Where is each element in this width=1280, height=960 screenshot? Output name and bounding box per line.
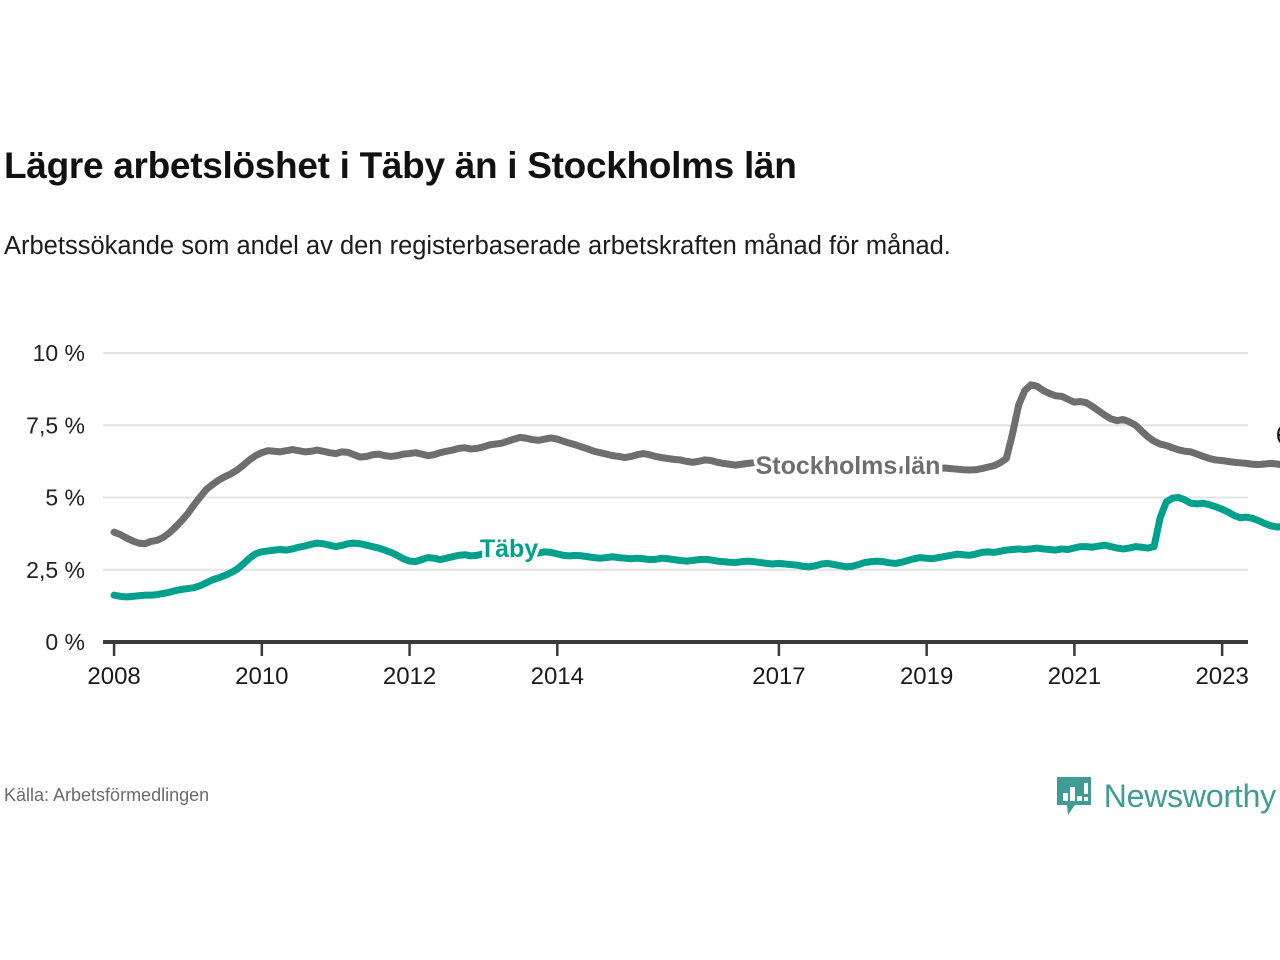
series-line xyxy=(110,381,1280,548)
x-axis-labels: 2008 2010 2012 2014 2017 2019 2021 2023 xyxy=(87,663,1248,690)
series-line xyxy=(110,494,1280,601)
x-axis xyxy=(103,640,1248,656)
x-tick-label: 2008 xyxy=(87,663,140,690)
gridlines xyxy=(103,352,1248,571)
stockholm-end-value-label: 6,1 % xyxy=(1276,422,1280,450)
y-tick-label: 2,5 % xyxy=(26,557,85,583)
x-tick-label: 2014 xyxy=(531,663,584,690)
y-tick-label: 0 % xyxy=(45,629,85,655)
source-caption: Källa: Arbetsförmedlingen xyxy=(4,785,210,805)
series-inline-labels: Stockholms län Täby xyxy=(476,449,944,567)
chart-subtitle: Arbetssökande som andel av den registerb… xyxy=(4,232,951,260)
y-tick-label: 10 % xyxy=(33,340,85,366)
y-axis-labels: 0 % 2,5 % 5 % 7,5 % 10 % xyxy=(26,340,85,655)
series-value-labels: 6,1 %3,5 % xyxy=(1272,418,1280,453)
y-tick-label: 7,5 % xyxy=(26,412,85,438)
chart-title: Lägre arbetslöshet i Täby än i Stockholm… xyxy=(4,145,797,186)
y-tick-label: 5 % xyxy=(45,485,85,511)
newsworthy-logo-icon xyxy=(1056,777,1091,815)
stockholm-series-label: Stockholms län xyxy=(756,452,941,480)
x-tick-label: 2017 xyxy=(752,663,805,690)
taby-series-label: Täby xyxy=(480,535,538,563)
data-series-lines xyxy=(110,381,1280,601)
x-tick-label: 2010 xyxy=(235,663,288,690)
x-tick-label: 2023 xyxy=(1195,663,1248,690)
newsworthy-logo-text: Newsworthy xyxy=(1103,778,1276,814)
newsworthy-logo: Newsworthy xyxy=(1055,770,1276,822)
x-tick-label: 2019 xyxy=(900,663,953,690)
x-tick-label: 2012 xyxy=(383,663,436,690)
x-tick-label: 2021 xyxy=(1048,663,1101,690)
